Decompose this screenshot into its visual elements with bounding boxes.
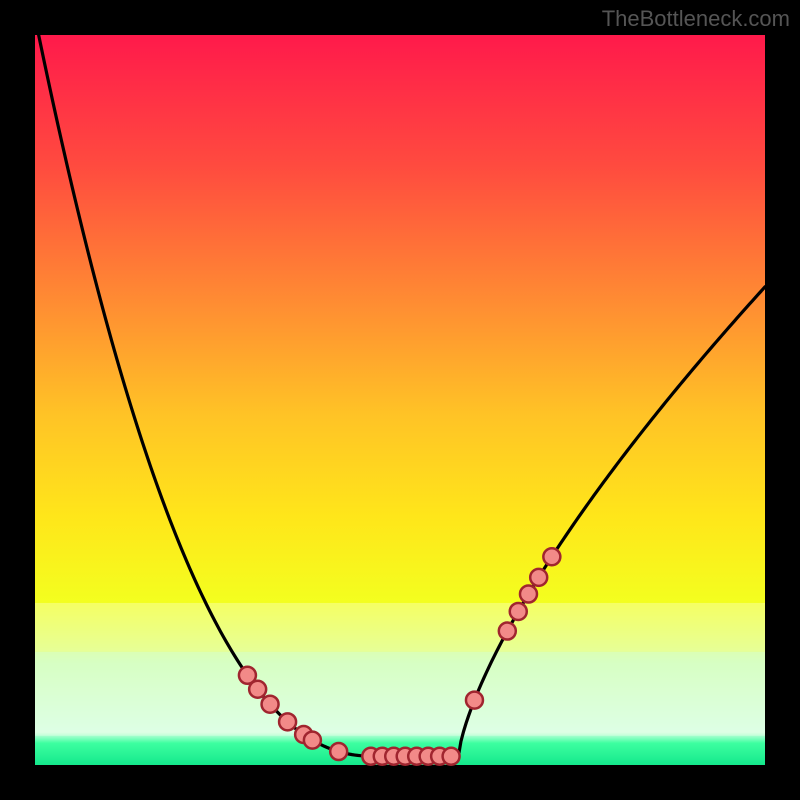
- attribution-text: TheBottleneck.com: [602, 6, 790, 31]
- curve-marker: [279, 713, 296, 730]
- curve-marker: [530, 569, 547, 586]
- curve-marker: [466, 692, 483, 709]
- curve-marker: [249, 681, 266, 698]
- curve-marker: [510, 603, 527, 620]
- curve-marker: [330, 743, 347, 760]
- curve-marker: [520, 586, 537, 603]
- curve-marker: [262, 696, 279, 713]
- curve-marker: [443, 748, 460, 765]
- curve-marker: [499, 623, 516, 640]
- plateau-band: [35, 652, 765, 736]
- curve-marker: [304, 732, 321, 749]
- curve-marker: [543, 548, 560, 565]
- plateau-band: [35, 603, 765, 652]
